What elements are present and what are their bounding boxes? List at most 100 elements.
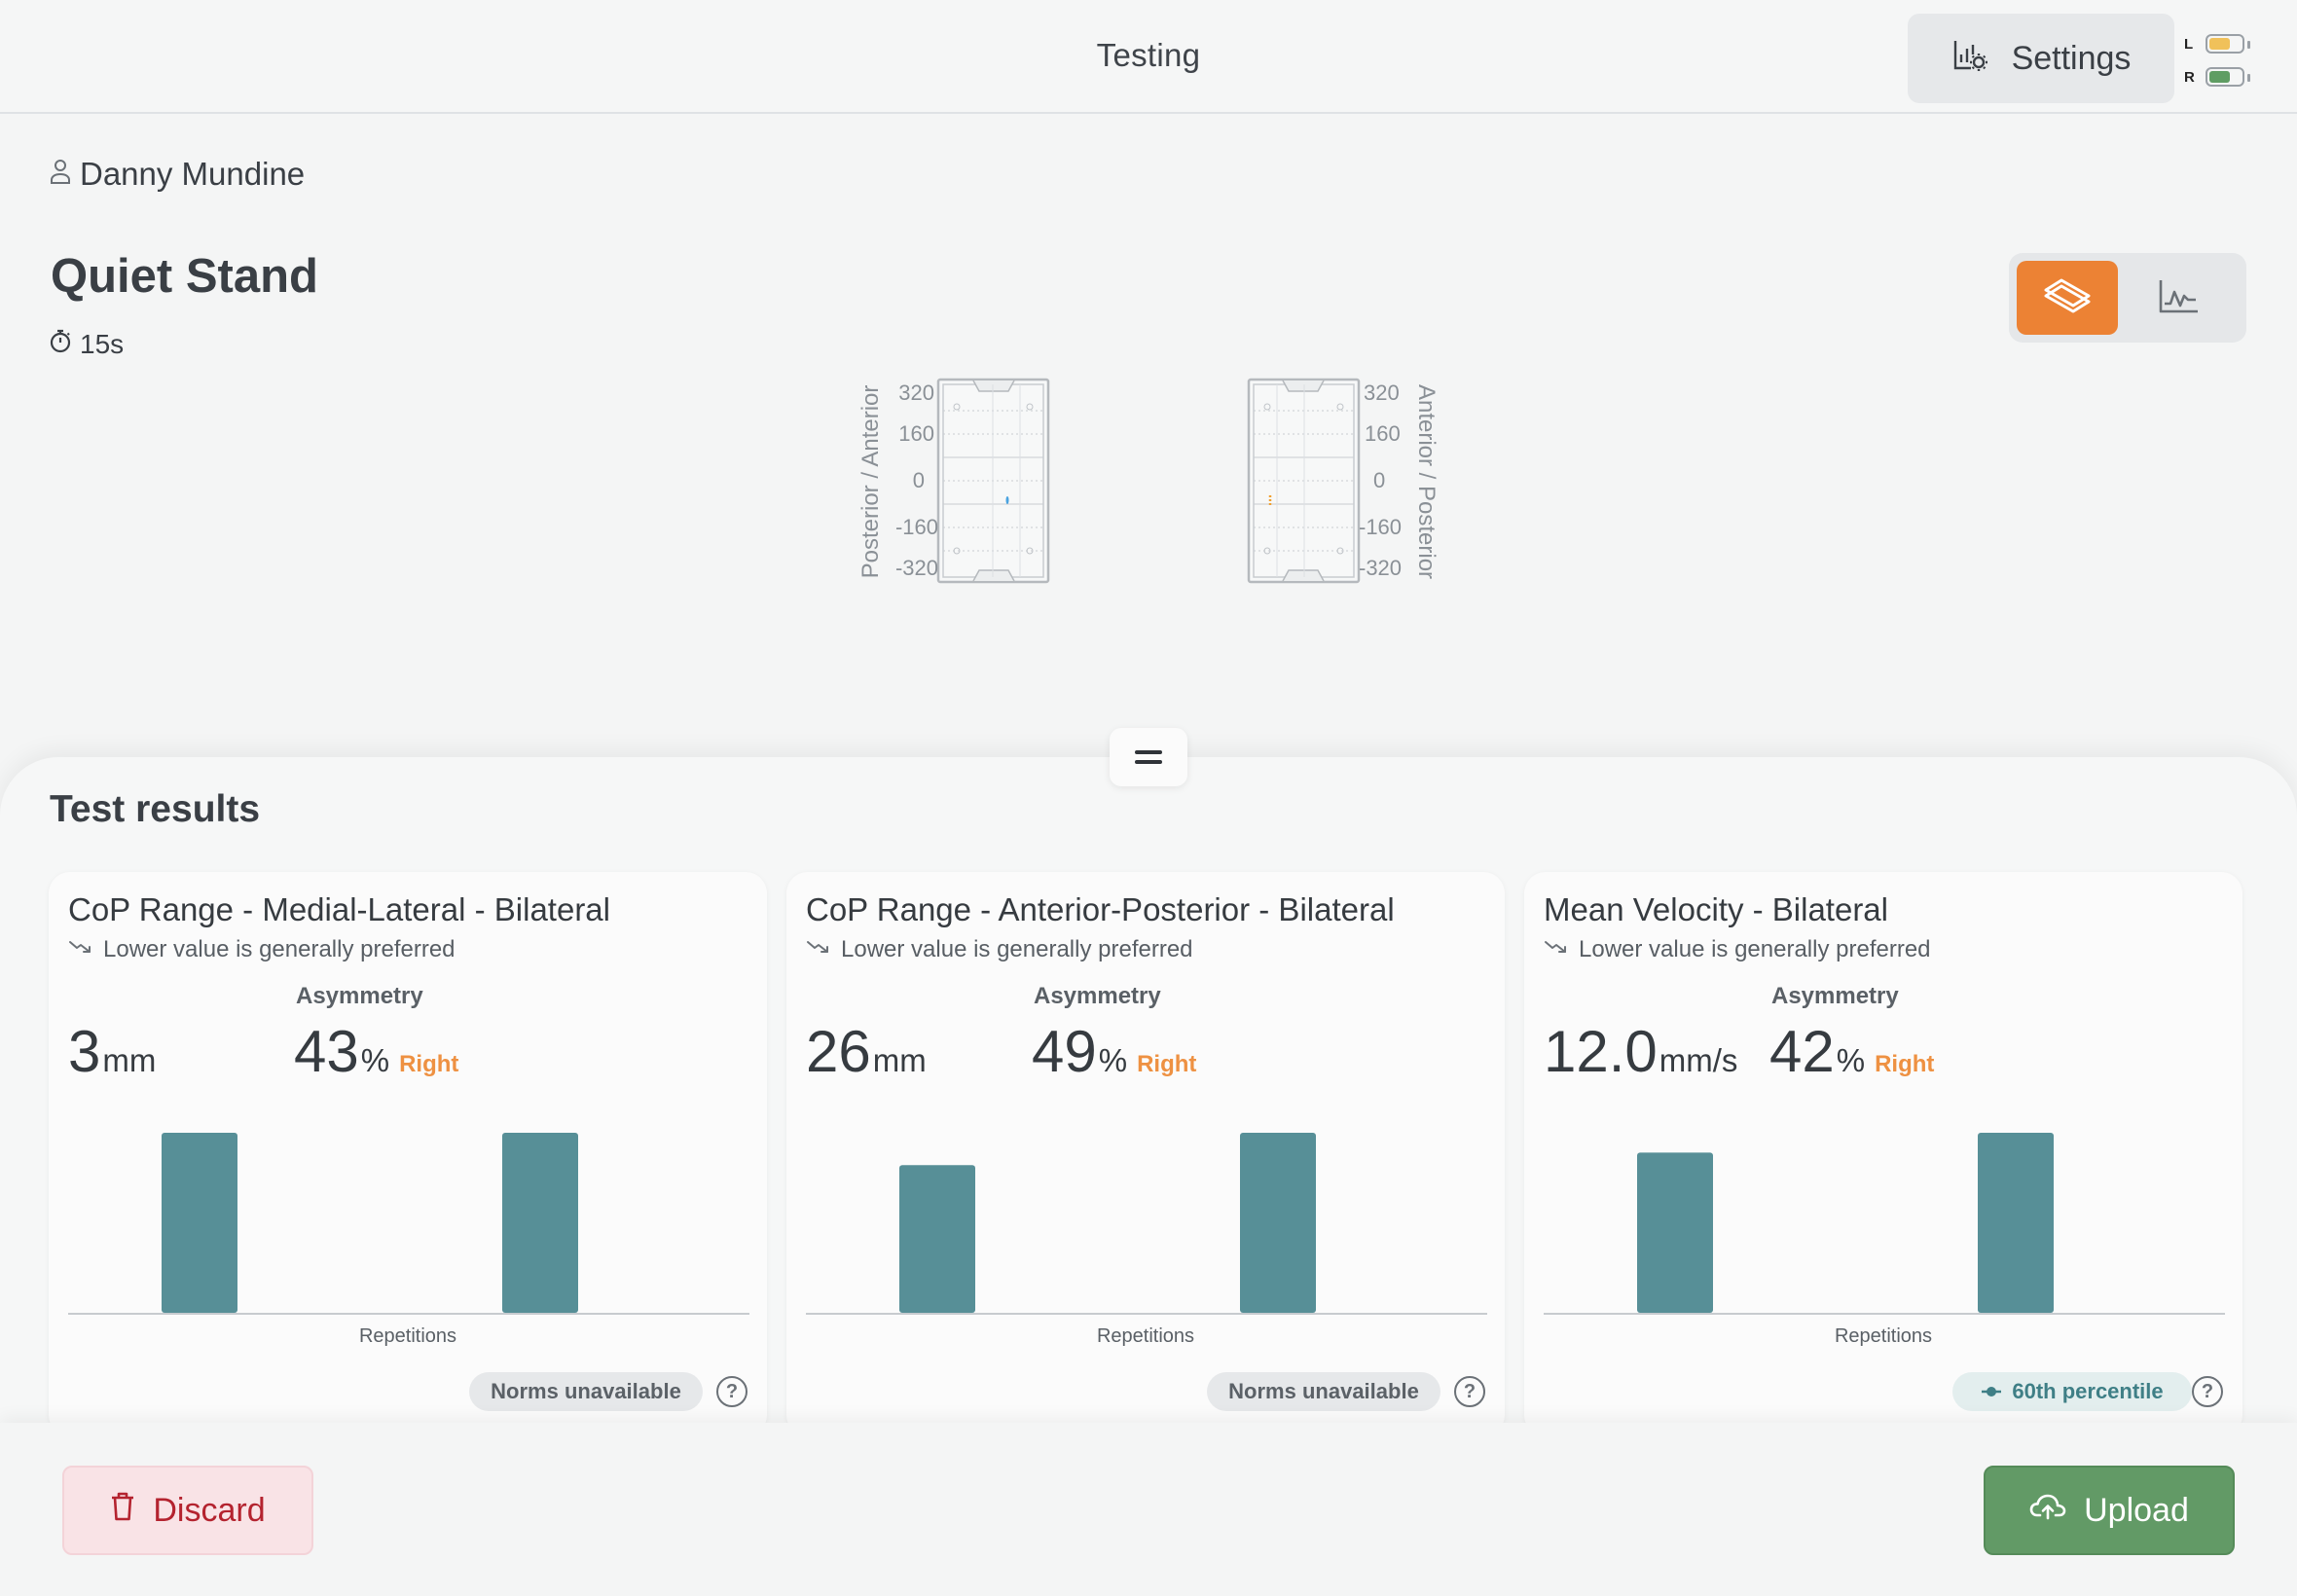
left-tick-160: 160 [898, 421, 934, 446]
asymmetry-number: 49 [1032, 1019, 1097, 1084]
norms-text: Norms unavailable [491, 1379, 681, 1403]
result-card: Mean Velocity - Bilateral Lower value is… [1524, 872, 2242, 1436]
person-icon [49, 156, 72, 193]
result-card: CoP Range - Anterior-Posterior - Bilater… [786, 872, 1505, 1436]
discard-button[interactable]: Discard [62, 1466, 313, 1555]
cloud-upload-icon [2029, 1491, 2066, 1531]
right-tick-0: 0 [1373, 468, 1385, 492]
trend-down-icon [806, 936, 831, 963]
settings-button[interactable]: Settings [1908, 14, 2174, 103]
metric-value: 26 mm [806, 1018, 927, 1085]
card-subtitle-text: Lower value is generally preferred [841, 936, 1193, 962]
metric-number: 26 [806, 1019, 871, 1084]
card-subtitle: Lower value is generally preferred [68, 936, 456, 963]
panel-drag-handle[interactable] [1110, 728, 1187, 786]
help-icon[interactable]: ? [716, 1376, 747, 1407]
trend-down-icon [68, 936, 93, 963]
card-subtitle-text: Lower value is generally preferred [1579, 936, 1931, 962]
metric-number: 3 [68, 1019, 101, 1084]
asymmetry-unit: % [1836, 1042, 1866, 1078]
asymmetry-side: Right [399, 1051, 459, 1077]
right-tick-320: 320 [1364, 381, 1400, 405]
norms-badge: 60th percentile [1952, 1372, 2192, 1411]
plates-view-button[interactable] [2017, 261, 2118, 335]
asymmetry-value: 42 % Right [1769, 1018, 1934, 1085]
test-duration-row: 15s [49, 327, 124, 361]
left-axis-label: Posterior / Anterior [857, 385, 884, 579]
repetition-bar [1978, 1133, 2054, 1313]
repetitions-bar-chart [68, 1125, 749, 1320]
battery-right-label: R [2184, 68, 2195, 86]
asymmetry-unit: % [360, 1042, 390, 1078]
asymmetry-value: 49 % Right [1032, 1018, 1196, 1085]
chart-xlabel: Repetitions [1096, 1325, 1195, 1347]
chart-xlabel: Repetitions [1834, 1325, 1933, 1347]
force-plates-area: 320 160 0 -160 -320 Posterior / Anterior… [0, 0, 2297, 740]
metric-value: 12.0 mm/s [1544, 1018, 1737, 1085]
metric-unit: mm [872, 1042, 927, 1078]
repetition-bar [1240, 1133, 1316, 1313]
card-title: Mean Velocity - Bilateral [1544, 891, 1888, 927]
asymmetry-side: Right [1137, 1051, 1197, 1077]
help-icon[interactable]: ? [2192, 1376, 2223, 1407]
repetition-bar [502, 1133, 578, 1313]
norms-badge: Norms unavailable [469, 1372, 703, 1411]
result-card: CoP Range - Medial-Lateral - Bilateral L… [49, 872, 767, 1436]
battery-left: L [2184, 27, 2250, 60]
battery-status: L R [2184, 27, 2250, 93]
athlete-name-row: Danny Mundine [49, 156, 305, 193]
card-subtitle: Lower value is generally preferred [1544, 936, 1931, 963]
metric-unit: mm [102, 1042, 157, 1078]
trash-icon [110, 1491, 135, 1531]
repetition-bar [1637, 1152, 1713, 1313]
trace-chart-icon [2151, 274, 2206, 322]
battery-left-label: L [2184, 35, 2194, 53]
top-bar: Testing Settings L R [0, 0, 2297, 114]
test-name: Quiet Stand [51, 250, 318, 303]
athlete-name: Danny Mundine [80, 156, 306, 192]
trend-down-icon [1544, 936, 1569, 963]
test-duration: 15s [80, 328, 125, 359]
upload-button[interactable]: Upload [1984, 1466, 2235, 1555]
left-tick-0: 0 [913, 468, 925, 492]
right-axis-label: Anterior / Posterior [1413, 384, 1440, 579]
norms-text: 60th percentile [2012, 1379, 2164, 1403]
repetition-bar [162, 1133, 237, 1313]
asymmetry-label: Asymmetry [1034, 983, 1161, 1009]
card-subtitle-text: Lower value is generally preferred [103, 936, 456, 962]
upload-label: Upload [2084, 1491, 2189, 1529]
metric-number: 12.0 [1544, 1019, 1658, 1084]
battery-right-icon [2206, 67, 2250, 87]
right-plate [1247, 378, 1361, 584]
metric-unit: mm/s [1659, 1042, 1738, 1078]
right-axis: 320 160 0 -160 -320 Anterior / Posterior [1359, 381, 1440, 580]
help-icon[interactable]: ? [1454, 1376, 1485, 1407]
right-tick-minus160: -160 [1359, 515, 1402, 539]
page-title: Testing [1096, 37, 1201, 73]
card-title: CoP Range - Anterior-Posterior - Bilater… [806, 891, 1395, 927]
repetitions-bar-chart [806, 1125, 1487, 1320]
footer-bar: Discard Upload [0, 1423, 2297, 1596]
battery-right: R [2184, 60, 2250, 93]
left-axis: 320 160 0 -160 -320 Posterior / Anterior [857, 381, 938, 580]
right-tick-minus320: -320 [1359, 556, 1402, 580]
stopwatch-icon [49, 327, 72, 361]
card-title: CoP Range - Medial-Lateral - Bilateral [68, 891, 610, 927]
card-subtitle: Lower value is generally preferred [806, 936, 1193, 963]
left-tick-minus160: -160 [895, 515, 938, 539]
left-tick-minus320: -320 [895, 556, 938, 580]
asymmetry-unit: % [1098, 1042, 1128, 1078]
norms-text: Norms unavailable [1228, 1379, 1419, 1403]
results-title: Test results [50, 788, 261, 830]
left-cop-trace [1005, 496, 1009, 504]
battery-right-fill [2209, 71, 2230, 83]
chart-xlabel: Repetitions [358, 1325, 457, 1347]
trace-view-button[interactable] [2128, 261, 2229, 335]
settings-chart-gear-icon [1951, 35, 1990, 83]
asymmetry-number: 42 [1769, 1019, 1835, 1084]
asymmetry-label: Asymmetry [1771, 983, 1899, 1009]
plates-icon [2040, 274, 2095, 322]
force-plates-diagram: 320 160 0 -160 -320 Posterior / Anterior… [857, 378, 1440, 584]
repetition-bar [899, 1165, 975, 1313]
right-tick-160: 160 [1365, 421, 1401, 446]
